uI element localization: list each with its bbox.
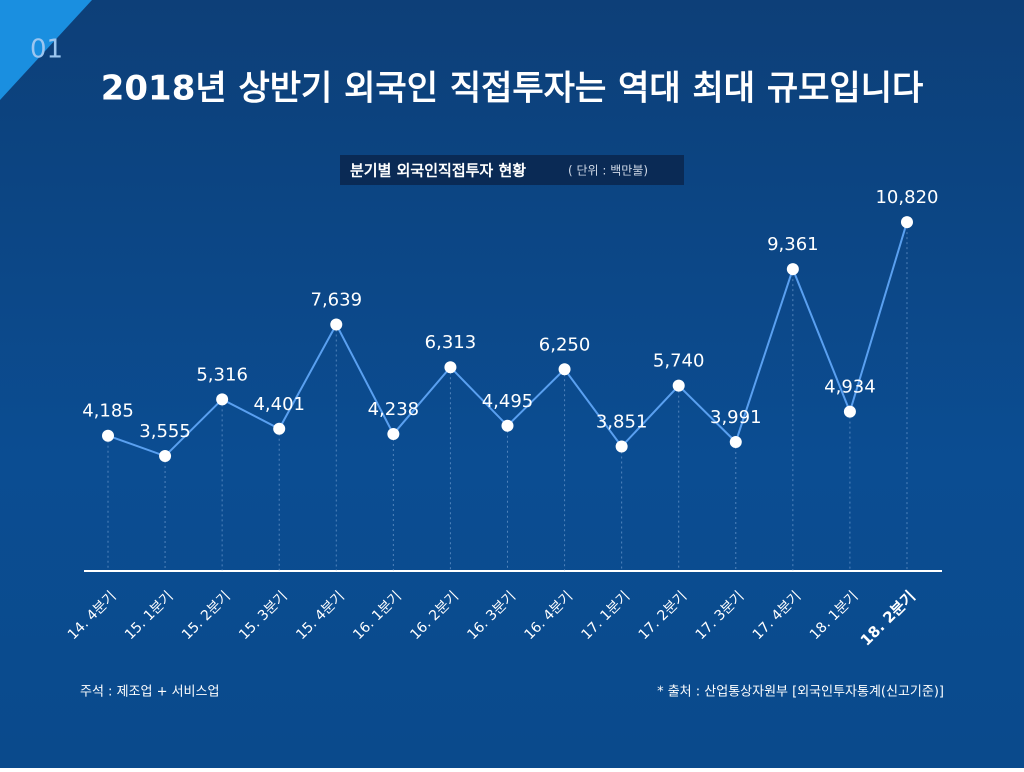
point xyxy=(786,263,799,276)
point xyxy=(216,393,229,406)
value-label: 3,851 xyxy=(596,411,648,432)
value-label: 4,401 xyxy=(253,394,305,415)
value-label: 3,991 xyxy=(710,407,762,428)
page-number: 01 xyxy=(30,35,63,65)
subtitle-box xyxy=(340,155,684,185)
corner xyxy=(0,0,92,100)
point xyxy=(273,422,286,435)
unit: ( 단위 : 백만불) xyxy=(568,164,648,178)
point xyxy=(558,363,571,376)
value-label: 9,361 xyxy=(767,234,819,255)
point xyxy=(672,379,685,392)
point xyxy=(330,318,343,331)
note: 주석 : 제조업 + 서비스업 xyxy=(80,685,219,700)
value-label: 4,495 xyxy=(482,391,534,412)
value-label: 6,313 xyxy=(425,332,477,353)
value-label: 5,740 xyxy=(653,351,705,372)
subtitle: 분기별 외국인직접투자 현황 xyxy=(350,162,526,180)
value-label: 4,238 xyxy=(368,399,420,420)
point xyxy=(159,450,172,463)
value-label: 4,934 xyxy=(824,377,876,398)
value-label: 3,555 xyxy=(139,421,191,442)
point xyxy=(729,435,742,448)
point xyxy=(387,428,400,441)
value-label: 7,639 xyxy=(311,290,363,311)
point xyxy=(501,419,514,432)
point xyxy=(900,216,913,229)
source: * 출처 : 산업통상자원부 [외국인투자통계(신고기준)] xyxy=(657,685,944,700)
value-label: 4,185 xyxy=(82,401,134,422)
value-label: 5,316 xyxy=(196,364,248,385)
point xyxy=(843,405,856,418)
point xyxy=(444,361,457,374)
value-label: 10,820 xyxy=(875,187,938,208)
value-label: 6,250 xyxy=(539,334,591,355)
point xyxy=(102,429,114,442)
chart-title: 2018년 상반기 외국인 직접투자는 역대 최대 규모입니다 xyxy=(101,69,924,109)
point xyxy=(615,440,628,453)
